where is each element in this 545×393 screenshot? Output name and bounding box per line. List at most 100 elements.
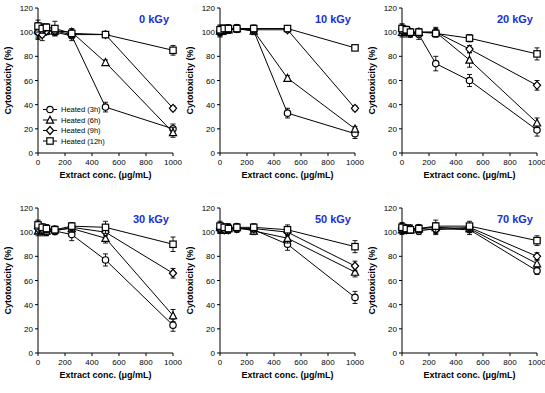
series-line (402, 229, 537, 271)
marker (466, 56, 473, 63)
marker (284, 74, 291, 81)
marker (170, 322, 176, 328)
marker (466, 35, 472, 41)
x-tick-label: 400 (267, 158, 281, 167)
x-tick (146, 153, 147, 156)
marker (466, 77, 472, 83)
marker (43, 225, 49, 231)
y-tick-label: 100 (20, 28, 34, 37)
error-cap (285, 117, 290, 118)
plot-area (34, 220, 176, 331)
x-tick-label: 200 (422, 358, 436, 367)
series-line (38, 229, 173, 316)
marker (533, 252, 540, 260)
marker (102, 59, 109, 66)
error-bar (535, 267, 540, 274)
marker (284, 110, 290, 116)
x-axis (38, 153, 173, 154)
panel: 02040608010012002004006008001000Extract … (3, 4, 182, 180)
marker (169, 104, 176, 112)
x-axis (402, 353, 537, 354)
x-tick (328, 153, 329, 156)
x-tick (220, 353, 221, 356)
y-tick (399, 128, 402, 129)
error-bar (467, 74, 472, 86)
error-bar (226, 225, 231, 232)
error-bar (69, 30, 74, 37)
x-tick-label: 1000 (164, 158, 182, 167)
x-tick-label: 0 (218, 358, 223, 367)
error-bar (467, 224, 472, 231)
error-cap (353, 252, 358, 253)
error-bar (103, 32, 108, 37)
error-bar (251, 225, 256, 232)
marker (225, 225, 231, 231)
error-cap (467, 230, 472, 231)
error-cap (467, 74, 472, 75)
marker (69, 223, 75, 229)
x-tick (274, 353, 275, 356)
y-tick (35, 280, 38, 281)
error-cap (535, 59, 540, 60)
plot-area (398, 24, 540, 136)
y-tick (35, 256, 38, 257)
marker (466, 45, 473, 53)
error-bar (69, 224, 74, 231)
x-tick (301, 153, 302, 156)
y-tick-label: 40 (388, 301, 397, 310)
y-tick (399, 56, 402, 57)
error-bar (408, 226, 413, 233)
x-tick-label: 800 (503, 358, 517, 367)
y-tick-label: 20 (24, 325, 33, 334)
x-tick (355, 153, 356, 156)
error-cap (103, 111, 108, 112)
error-bar (103, 254, 108, 266)
marker (169, 129, 176, 136)
marker (225, 226, 232, 234)
y-tick-label: 100 (202, 28, 216, 37)
y-tick-label: 40 (388, 101, 397, 110)
y-tick (35, 328, 38, 329)
marker (407, 29, 413, 35)
error-bar (226, 225, 231, 232)
error-bar (408, 29, 413, 36)
error-cap (103, 233, 108, 234)
marker (69, 30, 75, 36)
error-cap (103, 243, 108, 244)
marker (52, 25, 58, 31)
error-bar (52, 227, 57, 234)
marker (284, 25, 290, 31)
figure: 02040608010012002004006008001000Extract … (0, 0, 545, 393)
marker (170, 241, 176, 247)
y-tick-label: 20 (206, 125, 215, 134)
error-bar (226, 26, 231, 33)
error-cap (218, 221, 223, 222)
error-bar (52, 227, 57, 234)
marker (102, 31, 109, 39)
y-axis-label: Cytotoxicity (%) (3, 46, 13, 114)
series-line (220, 227, 355, 297)
x-tick (510, 353, 511, 356)
y-tick-label: 0 (211, 149, 216, 158)
marker (233, 225, 240, 233)
error-bar (226, 25, 231, 32)
error-cap (535, 127, 540, 128)
error-cap (400, 23, 405, 24)
error-bar (416, 225, 421, 232)
error-bar (416, 29, 421, 36)
marker (534, 127, 540, 133)
x-tick-label: 1000 (528, 158, 545, 167)
error-cap (52, 35, 57, 36)
error-bar (433, 56, 438, 71)
marker (407, 227, 413, 233)
error-bar (226, 26, 231, 33)
x-tick (119, 353, 120, 356)
x-tick-label: 400 (85, 158, 99, 167)
marker (351, 104, 358, 112)
y-tick (399, 304, 402, 305)
legend-label: Heated (3h) (61, 105, 101, 114)
marker (250, 26, 257, 34)
y-tick-label: 60 (206, 277, 215, 286)
marker (43, 24, 49, 30)
y-tick-label: 20 (24, 125, 33, 134)
